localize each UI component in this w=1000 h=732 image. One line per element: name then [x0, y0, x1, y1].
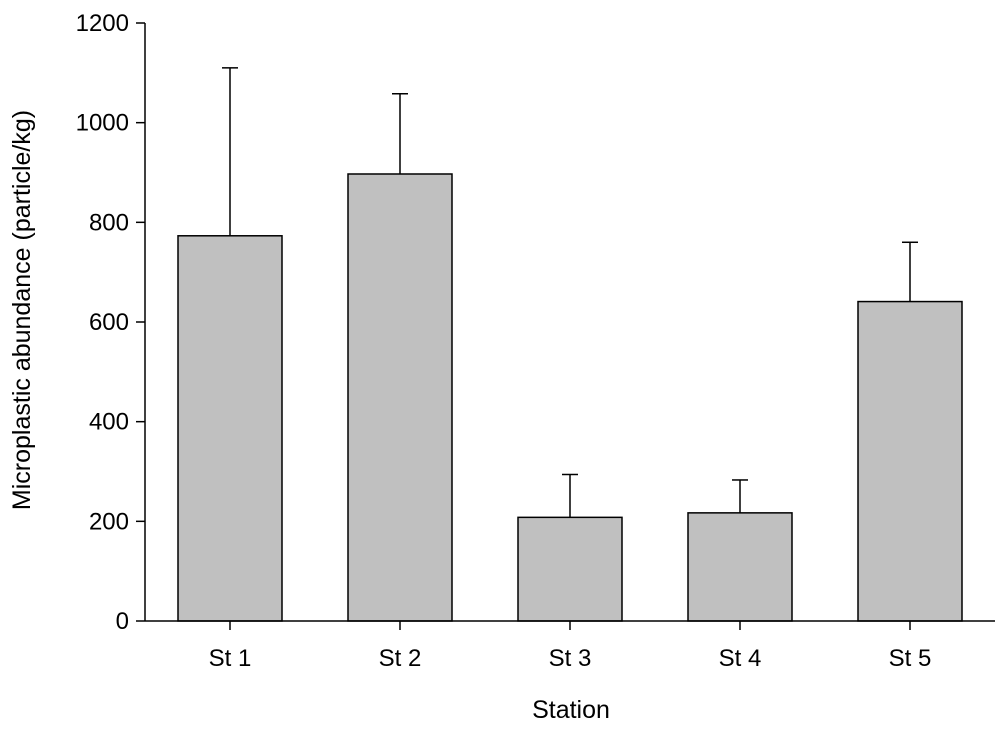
- x-tick-label: St 3: [549, 645, 592, 672]
- x-tick-label: St 2: [379, 645, 422, 672]
- y-tick-label: 800: [89, 209, 129, 236]
- bar-4: [687, 512, 793, 622]
- x-tick-label: St 4: [719, 645, 762, 672]
- y-ticks-layer: 0 200 400 600 800 1000 1200: [76, 10, 145, 635]
- y-tick-label: 200: [89, 508, 129, 535]
- bar-1: [177, 235, 283, 622]
- x-ticks-layer: St 1 St 2 St 3 St 4 St 5: [209, 621, 932, 672]
- y-tick-label: 0: [116, 608, 129, 635]
- bars-layer: [177, 173, 963, 622]
- bar-3: [517, 516, 623, 622]
- x-tick-label: St 5: [889, 645, 932, 672]
- bar-2: [347, 173, 453, 622]
- y-axis-title: Microplastic abundance (particle/kg): [8, 110, 36, 510]
- x-axis-title: Station: [532, 696, 610, 724]
- bar-5: [857, 300, 963, 622]
- error-bars-layer: [222, 67, 918, 518]
- x-tick-label: St 1: [209, 645, 252, 672]
- y-tick-label: 1000: [76, 110, 129, 137]
- y-tick-label: 400: [89, 409, 129, 436]
- y-tick-label: 600: [89, 309, 129, 336]
- y-tick-label: 1200: [76, 10, 129, 37]
